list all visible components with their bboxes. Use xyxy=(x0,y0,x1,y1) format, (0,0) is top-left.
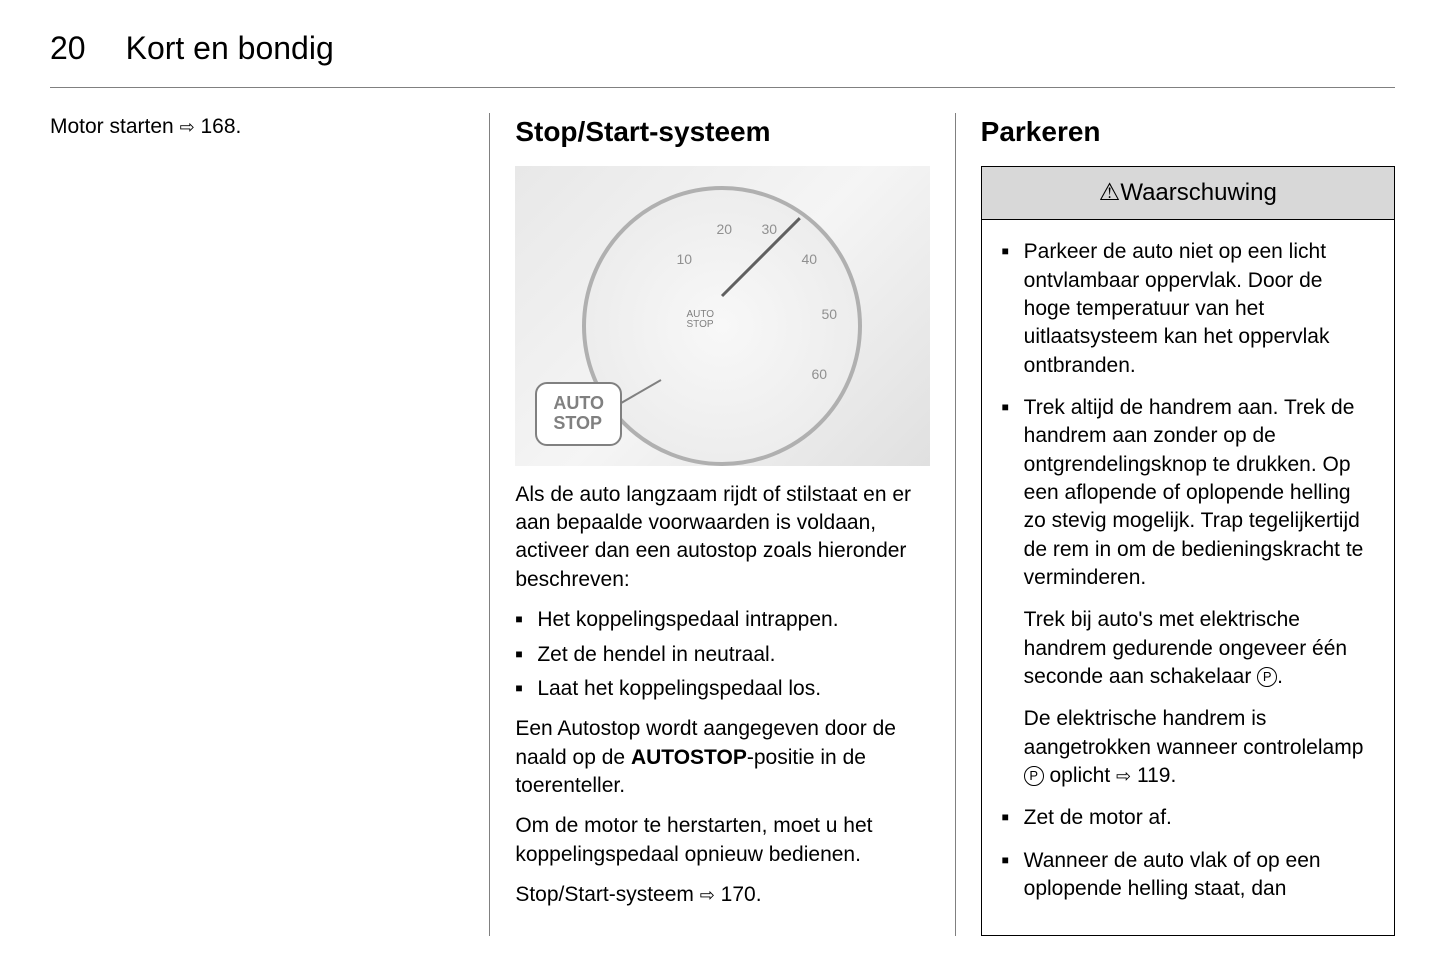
motor-starten-ref: 168. xyxy=(201,115,242,138)
gauge-tick-10: 10 xyxy=(676,250,692,269)
warning-title-bar: ⚠Waarschuwing xyxy=(982,167,1394,220)
gauge-image: 10 20 30 40 50 60 AUTO STOP AUTO STOP xyxy=(515,166,929,466)
list-item: Wanneer de auto vlak of op een oplopende… xyxy=(1002,847,1374,904)
list-item: Laat het koppelingspedaal los. xyxy=(515,675,929,703)
callout-line2: STOP xyxy=(553,413,602,433)
p-symbol-icon: P xyxy=(1024,766,1044,786)
warning-triangle-icon: ⚠ xyxy=(1099,179,1121,206)
motor-starten-line: Motor starten ⇨ 168. xyxy=(50,113,464,141)
list-item: Zet de hendel in neutraal. xyxy=(515,641,929,669)
page-header: 20 Kort en bondig xyxy=(50,30,1395,88)
page-number: 20 xyxy=(50,30,86,67)
callout-bubble: AUTO STOP xyxy=(535,382,622,446)
p-symbol-icon: P xyxy=(1257,667,1277,687)
list-item: Het koppelingspedaal intrappen. xyxy=(515,606,929,634)
warning-sub2: De elektrische handrem is aangetrokken w… xyxy=(1002,705,1374,790)
ref-arrow-icon: ⇨ xyxy=(700,883,715,907)
gauge-tick-40: 40 xyxy=(801,250,817,269)
gauge-tick-60: 60 xyxy=(811,365,827,384)
content-columns: Motor starten ⇨ 168. Stop/Start-systeem … xyxy=(50,113,1395,936)
stop-start-intro: Als de auto langzaam rijdt of stilstaat … xyxy=(515,481,929,594)
list-item: Zet de motor af. xyxy=(1002,804,1374,832)
gauge-autostop-mini-label: AUTO STOP xyxy=(686,310,714,330)
stop-start-ref-num: 170. xyxy=(721,883,762,906)
autostop-indication: Een Autostop wordt aangegeven door de na… xyxy=(515,715,929,800)
stop-start-ref-line: Stop/Start-systeem ⇨ 170. xyxy=(515,881,929,909)
warning-sub2-post: oplicht xyxy=(1044,764,1116,787)
warning-sub2-ref: 119. xyxy=(1137,764,1176,787)
motor-starten-text: Motor starten xyxy=(50,115,174,138)
autostop-bold: AUTOSTOP xyxy=(631,746,747,769)
gauge-circle: 10 20 30 40 50 60 AUTO STOP xyxy=(582,186,862,466)
stop-start-heading: Stop/Start-systeem xyxy=(515,113,929,151)
warning-content: Parkeer de auto niet op een licht ontvla… xyxy=(982,220,1394,935)
callout-line1: AUTO xyxy=(553,393,604,413)
column-2: Stop/Start-systeem 10 20 30 40 50 60 AUT… xyxy=(489,113,954,936)
stop-start-ref-text: Stop/Start-systeem xyxy=(515,883,694,906)
warning-sub1-text: Trek bij auto's met elektrische handrem … xyxy=(1024,608,1347,688)
ref-arrow-icon: ⇨ xyxy=(1116,764,1131,788)
stop-start-bullets: Het koppelingspedaal intrappen. Zet de h… xyxy=(515,606,929,703)
parkeren-heading: Parkeren xyxy=(981,113,1395,151)
warning-title-text: Waarschuwing xyxy=(1120,179,1277,206)
warning-box: ⚠Waarschuwing Parkeer de auto niet op ee… xyxy=(981,166,1395,937)
column-1: Motor starten ⇨ 168. xyxy=(50,113,489,936)
chapter-title: Kort en bondig xyxy=(126,30,334,67)
warning-sub2-pre: De elektrische handrem is aangetrokken w… xyxy=(1024,707,1364,758)
mini-label-line2: STOP xyxy=(686,319,713,330)
restart-para: Om de motor te herstarten, moet u het ko… xyxy=(515,812,929,869)
gauge-tick-20: 20 xyxy=(716,220,732,239)
gauge-tick-50: 50 xyxy=(821,305,837,324)
ref-arrow-icon: ⇨ xyxy=(180,115,195,139)
warning-bullets-2: Zet de motor af. Wanneer de auto vlak of… xyxy=(1002,804,1374,903)
list-item: Trek altijd de handrem aan. Trek de hand… xyxy=(1002,394,1374,592)
warning-bullets: Parkeer de auto niet op een licht ontvla… xyxy=(1002,238,1374,592)
gauge-tick-30: 30 xyxy=(761,220,777,239)
list-item: Parkeer de auto niet op een licht ontvla… xyxy=(1002,238,1374,380)
column-3: Parkeren ⚠Waarschuwing Parkeer de auto n… xyxy=(955,113,1395,936)
warning-sub1: Trek bij auto's met elektrische handrem … xyxy=(1002,606,1374,691)
